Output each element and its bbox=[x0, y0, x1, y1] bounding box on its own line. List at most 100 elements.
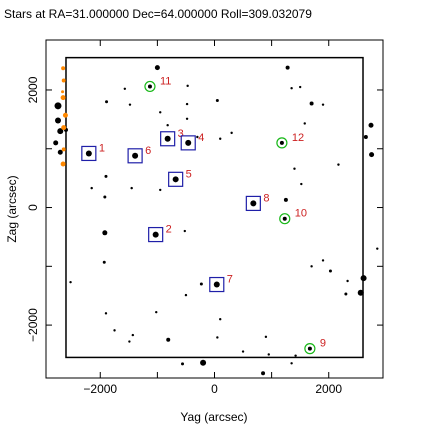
x-axis-label: Yag (arcsec) bbox=[180, 410, 247, 424]
y-tick-label: 2000 bbox=[26, 76, 40, 103]
field-star bbox=[113, 329, 116, 332]
guide-box bbox=[209, 276, 225, 293]
field-star bbox=[219, 137, 222, 140]
field-star bbox=[128, 103, 132, 106]
field-star bbox=[294, 354, 297, 357]
field-star bbox=[267, 353, 270, 356]
field-star bbox=[199, 282, 203, 286]
field-star bbox=[368, 122, 374, 128]
acq-star-label: 9 bbox=[320, 338, 326, 350]
field-star bbox=[130, 186, 133, 190]
guide-box bbox=[180, 135, 196, 151]
guide-star-label: 4 bbox=[198, 132, 204, 144]
field-star bbox=[363, 134, 368, 139]
field-star bbox=[290, 87, 293, 90]
guide-star bbox=[132, 152, 139, 159]
field-star bbox=[200, 359, 207, 366]
acquisition-stars: 9 10 11 12 bbox=[144, 75, 326, 355]
acq-star bbox=[147, 84, 152, 89]
field-star bbox=[57, 149, 63, 155]
x-tick-label: 0 bbox=[211, 382, 218, 396]
axis-ticks: −2000 0 2000 −2000 0 2000 bbox=[26, 40, 383, 396]
field-star bbox=[90, 186, 93, 190]
edge-star bbox=[61, 66, 66, 71]
field-star bbox=[328, 269, 332, 273]
guide-box bbox=[148, 226, 164, 243]
guide-stars: 1 2 3 4 5 6 7 8 bbox=[81, 128, 269, 293]
edge-star bbox=[60, 161, 66, 167]
field-star bbox=[303, 122, 306, 125]
acq-circle bbox=[304, 343, 316, 355]
x-tick-label: −2000 bbox=[83, 382, 117, 396]
field-star bbox=[241, 350, 245, 353]
field-star bbox=[54, 102, 62, 110]
guide-star bbox=[185, 139, 192, 146]
acq-star bbox=[282, 216, 287, 221]
field-star bbox=[219, 318, 222, 321]
guide-box bbox=[245, 195, 261, 212]
guide-box bbox=[127, 148, 143, 164]
field-star bbox=[360, 275, 367, 282]
acq-circle bbox=[144, 80, 156, 93]
guide-star bbox=[164, 135, 171, 142]
chart-title: Stars at RA=31.000000 Dec=64.000000 Roll… bbox=[4, 7, 312, 21]
field-star bbox=[154, 65, 160, 71]
guide-star-label: 5 bbox=[186, 168, 192, 180]
field-star bbox=[290, 362, 293, 365]
outer-frame bbox=[45, 39, 384, 379]
field-star bbox=[183, 229, 186, 233]
field-star bbox=[123, 87, 127, 90]
field-star bbox=[166, 337, 171, 342]
guide-star-label: 2 bbox=[166, 224, 172, 236]
guide-box bbox=[160, 131, 176, 147]
guide-star bbox=[213, 281, 220, 288]
inner-ccd-box bbox=[65, 56, 364, 359]
acq-star-label: 10 bbox=[295, 208, 307, 220]
guide-star-label: 7 bbox=[227, 274, 233, 286]
guide-star bbox=[152, 231, 159, 238]
edge-star bbox=[61, 147, 66, 152]
field-star bbox=[215, 99, 219, 103]
field-star bbox=[159, 111, 162, 114]
acq-star-label: 11 bbox=[160, 75, 171, 87]
field-star bbox=[185, 117, 189, 120]
field-star bbox=[186, 84, 189, 88]
field-star bbox=[346, 279, 349, 283]
edge-star bbox=[61, 78, 66, 83]
field-star bbox=[261, 371, 266, 376]
guide-star bbox=[250, 200, 257, 207]
field-star bbox=[103, 195, 107, 199]
field-stars bbox=[53, 65, 379, 376]
acq-circle bbox=[276, 137, 288, 149]
guide-box bbox=[81, 145, 97, 162]
field-star bbox=[128, 340, 131, 343]
field-star bbox=[298, 85, 302, 89]
edge-stars bbox=[60, 66, 68, 167]
field-star bbox=[102, 260, 106, 264]
guide-star-label: 3 bbox=[178, 128, 184, 140]
guide-box bbox=[168, 171, 184, 187]
field-star bbox=[230, 131, 233, 135]
acq-star bbox=[279, 140, 284, 145]
field-star bbox=[102, 230, 108, 236]
field-star bbox=[131, 333, 135, 337]
field-star bbox=[184, 293, 188, 297]
field-star bbox=[105, 100, 109, 104]
field-star bbox=[344, 292, 348, 296]
y-tick-label: −2000 bbox=[26, 308, 40, 342]
acq-star bbox=[307, 346, 312, 351]
field-star bbox=[196, 135, 199, 139]
x-tick-label: 2000 bbox=[315, 382, 342, 396]
guide-star-label: 1 bbox=[99, 142, 105, 154]
guide-star-label: 6 bbox=[145, 145, 151, 157]
field-star bbox=[285, 65, 290, 70]
y-tick-label: 0 bbox=[26, 204, 40, 211]
field-star bbox=[293, 167, 296, 170]
field-star bbox=[54, 117, 61, 124]
field-star bbox=[264, 335, 268, 339]
edge-star bbox=[62, 112, 68, 118]
field-star bbox=[369, 152, 375, 158]
field-star bbox=[185, 102, 189, 106]
edge-star bbox=[61, 90, 65, 94]
